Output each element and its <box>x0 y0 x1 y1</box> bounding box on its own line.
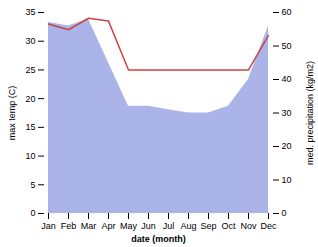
svg-text:Jun: Jun <box>141 221 156 231</box>
svg-text:Jan: Jan <box>41 221 56 231</box>
svg-text:Aug: Aug <box>180 221 196 231</box>
svg-text:15: 15 <box>25 122 35 132</box>
svg-text:30: 30 <box>282 108 292 118</box>
svg-text:Oct: Oct <box>221 221 236 231</box>
svg-text:0: 0 <box>282 208 287 218</box>
svg-text:25: 25 <box>25 65 35 75</box>
svg-text:date (month): date (month) <box>131 234 186 244</box>
svg-text:30: 30 <box>25 36 35 46</box>
svg-text:10: 10 <box>282 175 292 185</box>
svg-text:40: 40 <box>282 74 292 84</box>
svg-text:Mar: Mar <box>81 221 97 231</box>
svg-text:max temp (C): max temp (C) <box>7 86 17 141</box>
svg-text:60: 60 <box>282 7 292 17</box>
svg-text:10: 10 <box>25 151 35 161</box>
svg-text:35: 35 <box>25 7 35 17</box>
svg-text:Dec: Dec <box>260 221 277 231</box>
svg-text:Feb: Feb <box>61 221 77 231</box>
svg-text:50: 50 <box>282 41 292 51</box>
svg-text:20: 20 <box>25 94 35 104</box>
svg-text:Jul: Jul <box>163 221 175 231</box>
svg-text:5: 5 <box>30 180 35 190</box>
svg-text:Nov: Nov <box>240 221 257 231</box>
svg-text:Apr: Apr <box>101 221 115 231</box>
svg-text:May: May <box>120 221 138 231</box>
svg-text:0: 0 <box>30 208 35 218</box>
svg-text:med. precipitation (kg/m2): med. precipitation (kg/m2) <box>305 61 315 165</box>
svg-text:Sep: Sep <box>200 221 216 231</box>
svg-text:20: 20 <box>282 141 292 151</box>
